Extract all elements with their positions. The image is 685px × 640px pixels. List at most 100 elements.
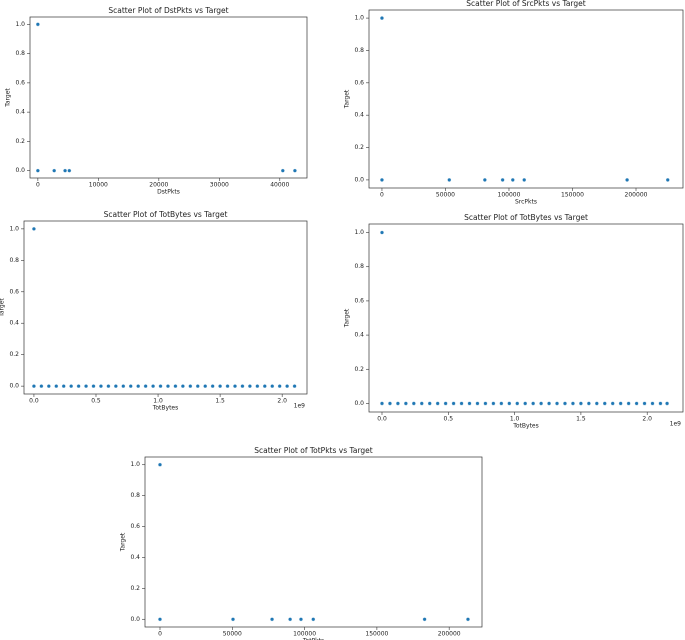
y-axis-label: Target <box>0 298 6 318</box>
x-tick-label: 50000 <box>223 631 242 638</box>
point <box>658 401 663 406</box>
point <box>225 384 230 389</box>
point <box>173 384 178 389</box>
y-tick-label: 0.2 <box>9 351 19 358</box>
x-tick-label: 0.0 <box>377 416 387 423</box>
y-tick-label: 0.0 <box>354 400 364 407</box>
point <box>158 617 162 622</box>
x-tick-label: 20000 <box>149 182 168 189</box>
point <box>523 401 528 406</box>
y-axis-label: Target <box>344 308 351 328</box>
point <box>39 384 44 389</box>
point <box>531 401 536 406</box>
point <box>602 401 607 406</box>
point <box>419 401 424 406</box>
point <box>31 384 36 389</box>
plot-area <box>29 16 308 179</box>
y-tick-label: 0.6 <box>9 288 19 295</box>
point <box>158 384 163 389</box>
y-axis-label: Target <box>344 89 351 109</box>
x-tick-label: 0.5 <box>91 398 101 405</box>
point <box>594 401 599 406</box>
point <box>475 401 480 406</box>
x-tick-label: 100000 <box>498 192 521 199</box>
point <box>76 384 81 389</box>
point <box>247 384 252 389</box>
point <box>285 384 290 389</box>
point <box>447 177 452 182</box>
point <box>499 401 504 406</box>
point <box>466 617 470 622</box>
point <box>218 384 223 389</box>
point <box>35 168 40 173</box>
chart-title: Scatter Plot of DstPkts vs Target <box>108 6 228 15</box>
point <box>277 384 282 389</box>
point <box>380 230 384 235</box>
x-tick-label: 1.0 <box>510 416 520 423</box>
point <box>255 384 260 389</box>
point <box>625 177 630 182</box>
chart-title: Scatter Plot of TotBytes vs Target <box>104 210 228 219</box>
x-tick-label: 40000 <box>270 182 289 189</box>
point <box>54 384 59 389</box>
y-tick-label: 0.2 <box>130 585 140 592</box>
point <box>403 401 408 406</box>
point <box>451 401 456 406</box>
point <box>555 401 559 406</box>
point <box>380 401 384 406</box>
point <box>539 401 544 406</box>
point <box>510 177 515 182</box>
point <box>610 401 615 406</box>
y-tick-label: 0.4 <box>15 109 25 116</box>
x-tick-label: 10000 <box>89 182 108 189</box>
y-tick-label: 0.8 <box>354 47 364 54</box>
point <box>292 384 297 389</box>
point <box>665 177 670 182</box>
point <box>203 384 208 389</box>
point <box>634 401 639 406</box>
y-tick-label: 0.8 <box>9 257 19 264</box>
point <box>380 16 384 21</box>
point <box>166 384 170 389</box>
point <box>240 384 245 389</box>
point <box>570 401 575 406</box>
point <box>270 384 275 389</box>
y-tick-label: 0.8 <box>15 50 25 57</box>
y-axis-label: Target <box>5 88 12 108</box>
y-tick-label: 0.0 <box>9 383 19 390</box>
y-tick-label: 0.2 <box>354 366 364 373</box>
y-tick-label: 0.0 <box>130 616 140 623</box>
point <box>52 168 57 173</box>
x-tick-label: 30000 <box>210 182 229 189</box>
point <box>380 177 384 182</box>
y-tick-label: 0.2 <box>15 138 25 145</box>
y-tick-label: 0.6 <box>15 79 25 86</box>
point <box>482 177 487 182</box>
point <box>491 401 496 406</box>
x-tick-label: 50000 <box>436 192 455 199</box>
y-tick-label: 1.0 <box>9 225 19 232</box>
point <box>586 401 591 406</box>
x-tick-label: 0.5 <box>444 416 454 423</box>
point <box>388 401 392 406</box>
x-axis-label: TotBytes <box>512 423 539 430</box>
point <box>69 384 74 389</box>
x-tick-label: 2.0 <box>277 398 287 405</box>
point <box>665 401 670 406</box>
point <box>180 384 185 389</box>
x-tick-label: 2.0 <box>642 416 652 423</box>
x-tick-label: 1.0 <box>153 398 163 405</box>
y-tick-label: 1.0 <box>354 229 364 236</box>
point <box>522 177 527 182</box>
x-tick-label: 1.5 <box>576 416 586 423</box>
y-tick-label: 1.0 <box>354 15 364 22</box>
point <box>650 401 655 406</box>
chart-title: Scatter Plot of TotPkts vs Target <box>254 446 373 455</box>
point <box>195 384 200 389</box>
point <box>143 384 148 389</box>
point <box>46 384 51 389</box>
point <box>435 401 440 406</box>
y-tick-label: 0.6 <box>130 523 140 530</box>
x-tick-label: 1.5 <box>215 398 225 405</box>
point <box>151 384 156 389</box>
